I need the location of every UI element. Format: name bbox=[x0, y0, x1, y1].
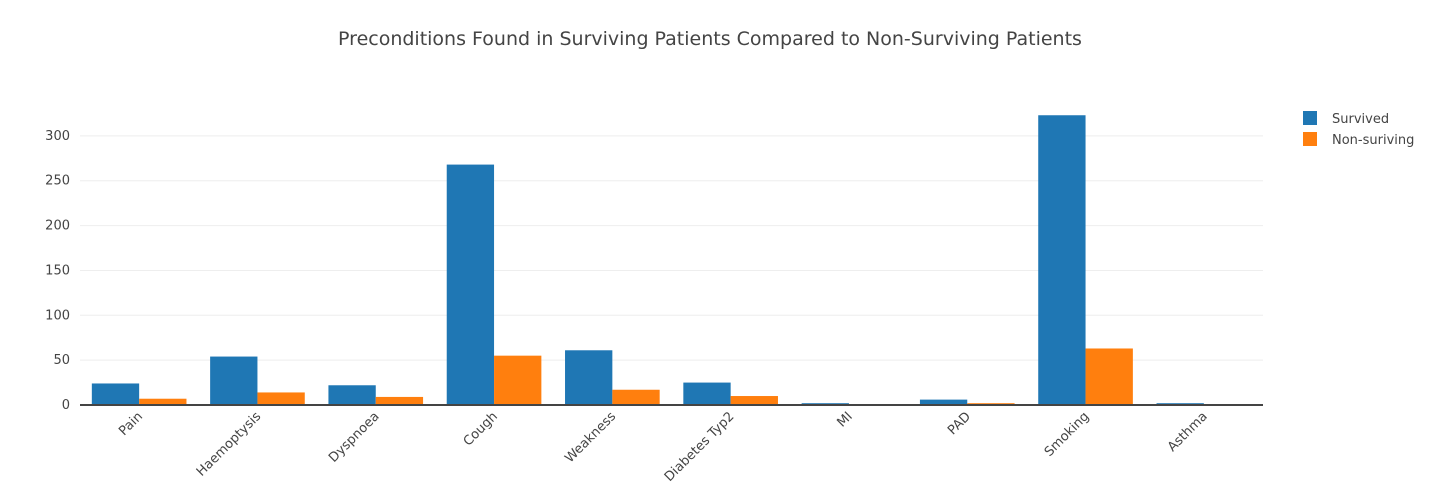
bar-survived-smoking[interactable] bbox=[1038, 115, 1086, 405]
x-tick-label: Smoking bbox=[1042, 409, 1093, 460]
legend-item[interactable]: Non-suriving bbox=[1303, 132, 1414, 148]
x-tick-label: Weakness bbox=[562, 409, 619, 466]
bar-survived-pad[interactable] bbox=[919, 399, 968, 405]
bar-survived-haemoptysis[interactable] bbox=[210, 356, 258, 405]
x-tick-label: Pain bbox=[116, 409, 146, 439]
bars bbox=[91, 115, 1204, 405]
bar-non-suriving-cough[interactable] bbox=[494, 355, 542, 405]
legend-swatch bbox=[1303, 111, 1317, 125]
x-axis-ticks: Pain Haemoptysis Dyspnoea Cough Weakness Diab… bbox=[116, 409, 1210, 485]
y-axis-ticks: 0 50 100 150 200 250 300 bbox=[45, 129, 70, 413]
legend-label: Survived bbox=[1332, 112, 1389, 127]
bar-non-suriving-weakness[interactable] bbox=[612, 389, 660, 405]
y-tick-label: 150 bbox=[45, 263, 70, 278]
bar-survived-diabetes-typ2[interactable] bbox=[683, 382, 731, 405]
bar-survived-cough[interactable] bbox=[446, 164, 495, 405]
x-tick-label: Haemoptysis bbox=[194, 409, 265, 480]
bar-non-suriving-haemoptysis[interactable] bbox=[257, 392, 305, 405]
x-tick-label: MI bbox=[835, 409, 856, 430]
legend-label: Non-suriving bbox=[1332, 133, 1414, 148]
x-tick-label: Diabetes Typ2 bbox=[662, 409, 738, 485]
bar-non-suriving-dyspnoea[interactable] bbox=[375, 396, 424, 405]
bar-non-suriving-pain[interactable] bbox=[139, 398, 187, 405]
x-tick-label: PAD bbox=[945, 409, 974, 438]
x-tick-label: Cough bbox=[461, 409, 501, 449]
y-tick-label: 50 bbox=[53, 353, 70, 368]
legend-swatch bbox=[1303, 132, 1317, 146]
bar-non-suriving-smoking[interactable] bbox=[1085, 348, 1133, 405]
bar-survived-pain[interactable] bbox=[91, 383, 140, 405]
legend-item[interactable]: Survived bbox=[1303, 111, 1389, 127]
legend[interactable]: Survived Non-suriving bbox=[1303, 111, 1414, 148]
y-tick-label: 250 bbox=[45, 174, 70, 189]
y-tick-label: 200 bbox=[45, 219, 70, 234]
x-tick-label: Asthma bbox=[1165, 409, 1211, 455]
bar-non-suriving-diabetes-typ2[interactable] bbox=[730, 396, 778, 405]
bar-survived-weakness[interactable] bbox=[565, 350, 613, 405]
bar-survived-dyspnoea[interactable] bbox=[328, 385, 376, 405]
y-tick-label: 0 bbox=[62, 398, 70, 413]
y-tick-label: 300 bbox=[45, 129, 70, 144]
x-tick-label: Dyspnoea bbox=[326, 409, 382, 465]
chart-title: Preconditions Found in Surviving Patient… bbox=[338, 28, 1082, 50]
gridlines bbox=[80, 135, 1263, 361]
y-tick-label: 100 bbox=[45, 308, 70, 323]
